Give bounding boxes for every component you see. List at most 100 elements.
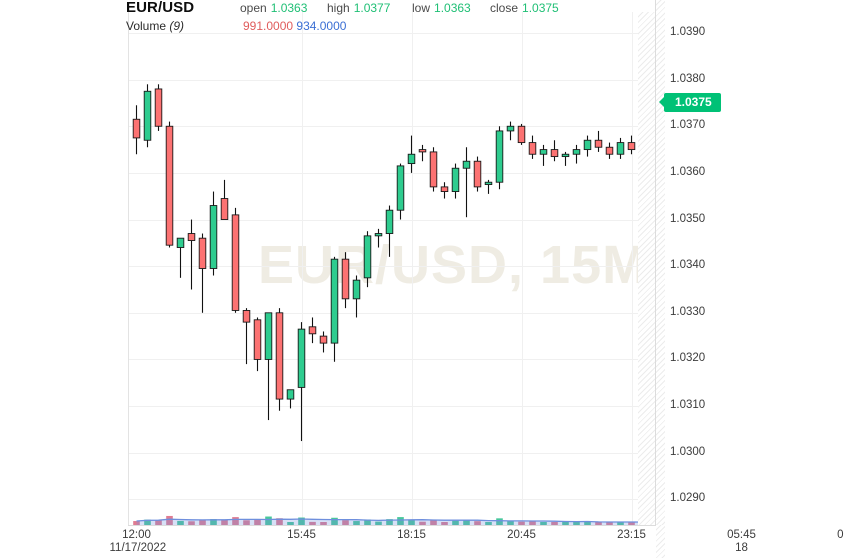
volume-ma-line [136, 518, 656, 523]
plot-right-border [655, 0, 656, 525]
candle-body [594, 139, 603, 148]
time-tick-label: 08:15 [837, 529, 844, 541]
volume-bar [254, 519, 261, 525]
candlestick [330, 256, 339, 362]
gridline-horizontal [128, 266, 656, 267]
candle-body [583, 139, 592, 151]
candlestick [132, 105, 141, 155]
candlestick [572, 144, 581, 164]
candlestick [627, 135, 636, 155]
price-tick: 1.0290 [670, 492, 706, 505]
candle-body [495, 130, 504, 183]
candle-body [330, 258, 339, 344]
volume-bar [606, 522, 613, 525]
ohlc-high-label: high [327, 1, 350, 15]
candlestick [396, 163, 405, 220]
volume-bar [628, 522, 635, 525]
volume-bar [155, 520, 162, 525]
price-tick: 1.0330 [670, 305, 706, 318]
candlestick [429, 147, 438, 192]
ohlc-low-label: low [412, 1, 431, 15]
ohlc-high: high 1.0377 [327, 1, 390, 15]
candle-body [517, 125, 526, 144]
volume-bar [133, 521, 140, 525]
candlestick [363, 231, 372, 288]
candlestick [264, 312, 273, 421]
candle-body [385, 209, 394, 234]
candlestick [253, 317, 262, 372]
candlestick [495, 126, 504, 190]
time-axis-hatch [656, 525, 665, 558]
candle-body [484, 181, 493, 186]
no-data-hatch-area [638, 12, 656, 525]
candlestick-series[interactable] [128, 12, 656, 525]
volume-bar [342, 520, 349, 525]
volume-bar [452, 520, 459, 525]
ohlc-open-value: 1.0363 [270, 1, 308, 15]
symbol-title[interactable]: EUR/USD [126, 0, 195, 16]
candle-body [187, 233, 196, 241]
chart-plot-area[interactable]: EUR/USD, 15M [128, 12, 656, 525]
candle-body [231, 214, 240, 311]
candlestick [407, 135, 416, 173]
candle-body [154, 88, 163, 127]
candle-body [242, 310, 251, 323]
volume-period-text: (9) [169, 19, 185, 33]
time-tick-label: 20:45 [507, 529, 536, 541]
candlestick [440, 182, 449, 199]
volume-bar [364, 519, 371, 525]
gridline-horizontal [128, 80, 656, 81]
volume-ma-value: 934.0000 [296, 19, 347, 33]
volume-bar [518, 521, 525, 525]
time-tick: 12:00 11/17/2022 [110, 529, 167, 554]
candlestick [418, 144, 427, 162]
volume-bar [276, 518, 283, 525]
price-tick: 1.0380 [670, 72, 706, 85]
volume-bar [419, 521, 426, 525]
plot-left-border [128, 12, 129, 525]
current-price-tag[interactable]: 1.0375 [659, 93, 721, 113]
volume-ma-area [136, 519, 656, 525]
volume-bar [441, 522, 448, 525]
candle-body [440, 186, 449, 193]
candlestick [154, 84, 163, 131]
candle-body [341, 258, 350, 300]
candlestick [209, 191, 218, 276]
candle-body [605, 146, 614, 155]
volume-bar [397, 517, 404, 525]
ohlc-close-value: 1.0375 [522, 1, 559, 15]
gridline-horizontal [128, 33, 656, 34]
price-axis[interactable]: 1.0390 1.0380 1.0370 1.0360 1.0350 1.0340 1.03… [656, 0, 844, 525]
volume-bar [320, 522, 327, 525]
candlestick [374, 228, 383, 248]
volume-value: 991.0000 [243, 19, 294, 33]
volume-bar [166, 515, 173, 525]
candle-body [407, 153, 416, 165]
gridline-horizontal [128, 453, 656, 454]
time-tick: 20:45 [495, 529, 549, 541]
volume-bar [617, 521, 624, 525]
candlestick [539, 144, 548, 166]
candlestick [198, 233, 207, 313]
candlestick [297, 322, 306, 442]
ohlc-low-value: 1.0363 [434, 1, 471, 15]
time-axis-separator [128, 525, 656, 526]
volume-bar [309, 521, 316, 525]
candlestick [341, 252, 350, 309]
time-tick: 15:45 [275, 529, 329, 541]
candle-body [286, 389, 295, 400]
candle-body [451, 167, 460, 192]
candle-body [528, 142, 537, 155]
volume-indicator-label[interactable]: Volume (9) [126, 19, 184, 33]
candlestick [385, 205, 394, 257]
time-tick-label: 23:15 [617, 529, 646, 541]
time-axis[interactable]: 12:00 11/17/2022 15:45 18:15 20:45 23:15 05:45… [0, 525, 844, 558]
candle-body [572, 149, 581, 155]
time-tick-label: 18:15 [397, 529, 426, 541]
chart-header: EUR/USD Volume (9) open 1.0363 high 1.0377… [0, 0, 844, 38]
candle-body [363, 235, 372, 279]
volume-values: 991.0000 934.0000 [243, 19, 346, 33]
gridline-horizontal [128, 359, 656, 360]
candle-body [319, 335, 328, 344]
